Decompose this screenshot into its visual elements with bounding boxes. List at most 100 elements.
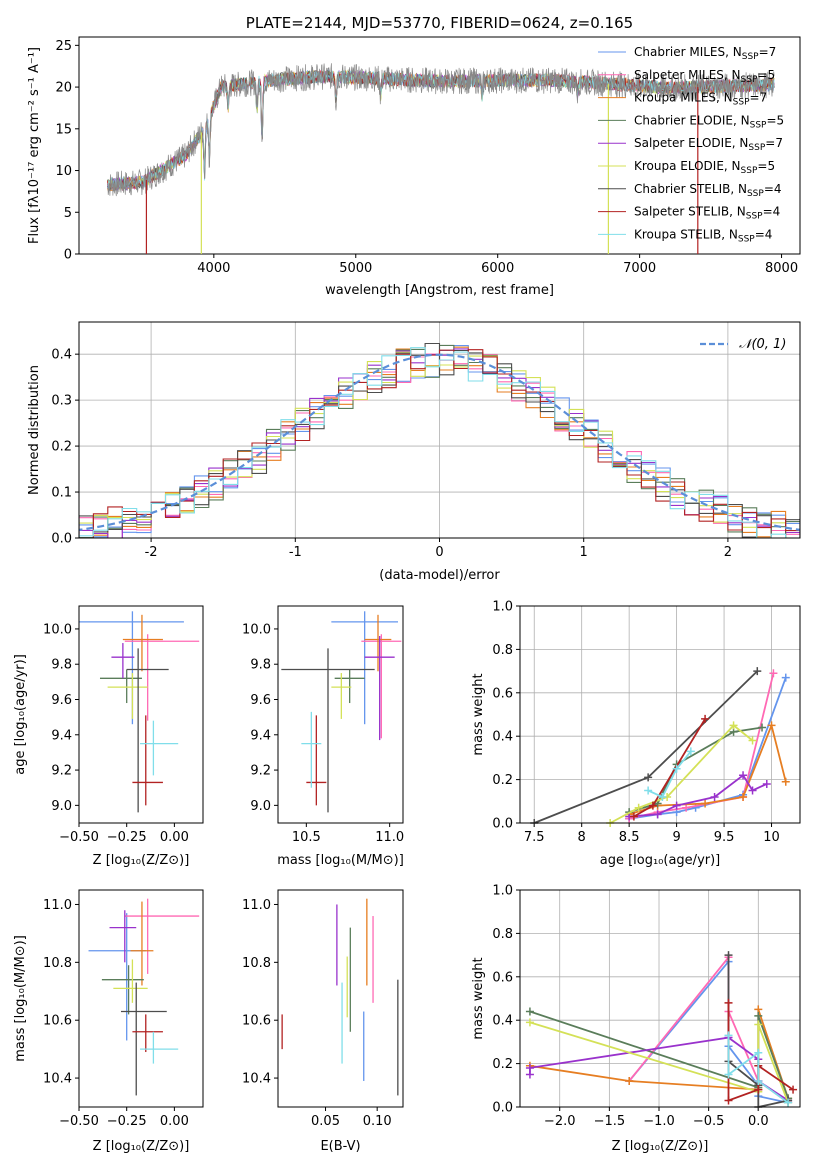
y-tick-label: 9.4 xyxy=(51,728,72,743)
x-axis-label: Z [log₁₀(Z/Z⊙)] xyxy=(93,1139,190,1154)
y-tick-label: 1.0 xyxy=(492,600,513,615)
x-tick-label: 11.0 xyxy=(375,830,404,845)
age_vs_Z-points xyxy=(79,611,200,813)
legend-tail: =7 xyxy=(750,91,768,105)
legend-sub: SSP xyxy=(746,212,763,222)
y-tick-label: 10.6 xyxy=(242,1014,271,1029)
y-tick-label: 20 xyxy=(55,81,72,96)
y-tick-label: 10.0 xyxy=(242,622,271,637)
x-tick-label: 0.00 xyxy=(160,1114,189,1129)
weight_vs_Z-frame xyxy=(519,889,801,1108)
line-chabrier_elodie xyxy=(628,726,763,813)
x-tick-label: 0 xyxy=(435,545,443,560)
weight_vs_age-frame xyxy=(519,605,801,824)
legend-tail: =5 xyxy=(757,159,775,173)
x-tick-label: −2.0 xyxy=(544,1114,576,1129)
y-tick-label: 9.0 xyxy=(250,799,271,814)
legend-text: Salpeter ELODIE, N xyxy=(634,136,748,150)
line-kroupa_miles xyxy=(628,722,787,816)
legend-text: Salpeter STELIB, N xyxy=(634,205,746,219)
marker-salpeter_elodie xyxy=(739,771,748,780)
marker-kroupa_miles xyxy=(781,777,790,786)
y-tick-label: 0.2 xyxy=(492,773,513,788)
marker-kroupa_miles xyxy=(625,1076,634,1085)
y-tick-label: 0.4 xyxy=(51,348,72,363)
y-tick-label: 5 xyxy=(64,206,72,221)
spectrum-title: PLATE=2144, MJD=53770, FIBERID=0624, z=0… xyxy=(246,14,633,32)
marker-kroupa_miles xyxy=(767,721,776,730)
marker-chabrier_elodie xyxy=(525,1007,534,1016)
y-axis-label: age [log₁₀(age/yr)] xyxy=(13,654,28,775)
y-tick-label: 9.6 xyxy=(51,693,72,708)
x-tick-label: 4000 xyxy=(197,261,230,276)
histograms xyxy=(79,342,800,538)
legend-sub: SSP xyxy=(742,52,759,62)
y-tick-label: 0.4 xyxy=(492,730,513,745)
marker-salpeter_stelib xyxy=(724,998,733,1007)
y-axis-label: Flux [fλ10⁻¹⁷ erg cm⁻² s⁻¹ A⁻¹] xyxy=(27,47,42,244)
x-tick-label: 7000 xyxy=(623,261,656,276)
y-axis-label: mass weight xyxy=(471,957,486,1039)
x-tick-label: 10 xyxy=(763,830,780,845)
marker-salpeter_stelib xyxy=(648,801,657,810)
x-tick-label: 6000 xyxy=(481,261,514,276)
y-tick-label: 9.2 xyxy=(250,764,271,779)
marker-kroupa_stelib xyxy=(754,1076,763,1085)
y-tick-label: 0.6 xyxy=(492,970,513,985)
legend-entry: Chabrier ELODIE, NSSP=5 xyxy=(634,113,784,130)
legend-entry: 𝒩(0, 1) xyxy=(739,337,786,352)
marker-kroupa_miles xyxy=(701,799,710,808)
age_vs_Z-frame xyxy=(78,605,204,824)
age_vs_mass-points xyxy=(281,611,402,813)
x-tick-label: −0.25 xyxy=(107,1114,147,1129)
y-tick-label: 0.2 xyxy=(492,1057,513,1072)
legend-text: Chabrier MILES, N xyxy=(634,45,742,59)
y-axis-label: mass [log₁₀(M/M⊙)] xyxy=(13,935,28,1062)
marker-chabrier_miles xyxy=(781,673,790,682)
line-chabrier_miles xyxy=(628,959,789,1104)
line-kroupa_stelib xyxy=(647,750,692,799)
y-tick-label: 9.8 xyxy=(51,658,72,673)
x-tick-label: 7.5 xyxy=(524,830,545,845)
y-tick-label: 15 xyxy=(55,122,72,137)
x-axis-label: (data-model)/error xyxy=(379,568,500,583)
marker-kroupa_stelib xyxy=(686,747,695,756)
legend-entry: Kroupa STELIB, NSSP=4 xyxy=(634,227,772,244)
marker-kroupa_stelib xyxy=(658,792,667,801)
marker-salpeter_elodie xyxy=(653,810,662,819)
x-tick-label: 8 xyxy=(578,830,586,845)
y-tick-label: 11.0 xyxy=(43,898,72,913)
x-axis-label: age [log₁₀(age/yr)] xyxy=(600,853,721,868)
weight_vs_Z-series xyxy=(525,951,798,1111)
marker-chabrier_stelib xyxy=(644,773,653,782)
legend-sub: SSP xyxy=(738,234,755,244)
age_vs_mass-frame xyxy=(277,605,404,824)
y-tick-label: 10.0 xyxy=(43,622,72,637)
marker-kroupa_elodie xyxy=(729,721,738,730)
x-axis-label: wavelength [Angstrom, rest frame] xyxy=(325,283,554,298)
legend-sub: SSP xyxy=(741,166,758,176)
y-tick-label: 10.8 xyxy=(242,956,271,971)
histogram-salpeter_stelib xyxy=(79,349,800,538)
legend-text: Kroupa ELODIE, N xyxy=(634,159,741,173)
y-tick-label: 0 xyxy=(64,248,72,263)
y-tick-label: 0.0 xyxy=(492,817,513,832)
y-tick-label: 0.1 xyxy=(51,486,72,501)
legend-sub: SSP xyxy=(733,98,750,108)
marker-kroupa_elodie xyxy=(754,1020,763,1029)
x-tick-label: −0.25 xyxy=(107,830,147,845)
legend-sub: SSP xyxy=(741,75,758,85)
legend-text: Chabrier ELODIE, N xyxy=(634,113,750,127)
legend-tail: =7 xyxy=(759,45,777,59)
y-tick-label: 9.2 xyxy=(51,764,72,779)
x-tick-label: 0.10 xyxy=(363,1114,392,1129)
legend-text: Chabrier STELIB, N xyxy=(634,182,747,196)
x-tick-label: 2 xyxy=(724,545,732,560)
x-axis-label: Z [log₁₀(Z/Z⊙)] xyxy=(612,1139,709,1154)
marker-kroupa_stelib xyxy=(754,1048,763,1057)
marker-salpeter_elodie xyxy=(762,779,771,788)
legend-tail: =4 xyxy=(763,205,781,219)
legend-text: Kroupa MILES, N xyxy=(634,91,733,105)
x-tick-label: −1.0 xyxy=(643,1114,675,1129)
x-tick-label: -1 xyxy=(289,545,302,560)
